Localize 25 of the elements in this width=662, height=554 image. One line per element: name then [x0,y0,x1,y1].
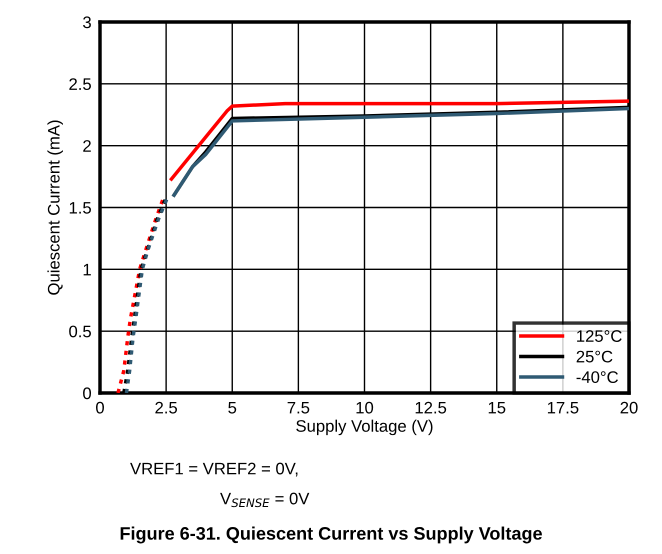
x-tick-label: 5 [228,402,236,414]
y-tick-label: 1 [84,264,91,276]
text: VREF1 = VREF2 = 0V, [130,462,298,476]
y-tick-label: 3 [83,16,91,28]
legend-label: 125°C [577,330,622,342]
y-tick-label: 1.5 [70,202,91,214]
y-tick-label: 0.5 [69,326,91,338]
y-tick-label: 2.5 [69,78,91,90]
legend-label: -40°C [576,371,618,384]
line-series [170,99,629,181]
x-tick-label: 0 [96,402,104,414]
x-tick-label: 10 [356,402,374,414]
y-tick-label: 2 [83,140,91,152]
x-tick-label: 7.5 [288,402,310,414]
x-tick-label: 17.5 [548,402,578,414]
text: Figure 6-31. Quiescent Current vs Supply Voltage [120,526,542,544]
x-tick-label: 20 [620,402,638,414]
y-axis-title: Quiescent Current (mA) [47,120,63,295]
x-tick-label: 2.5 [155,402,178,414]
x-tick-label: 12.5 [416,402,446,414]
x-axis-title: Supply Voltage (V) [296,420,432,436]
x-tick-label: 15 [488,402,506,414]
legend-label: 25°C [576,350,612,363]
y-tick-label: 0 [83,387,92,400]
text: V$_{SENSE}$ = 0V [220,492,310,508]
